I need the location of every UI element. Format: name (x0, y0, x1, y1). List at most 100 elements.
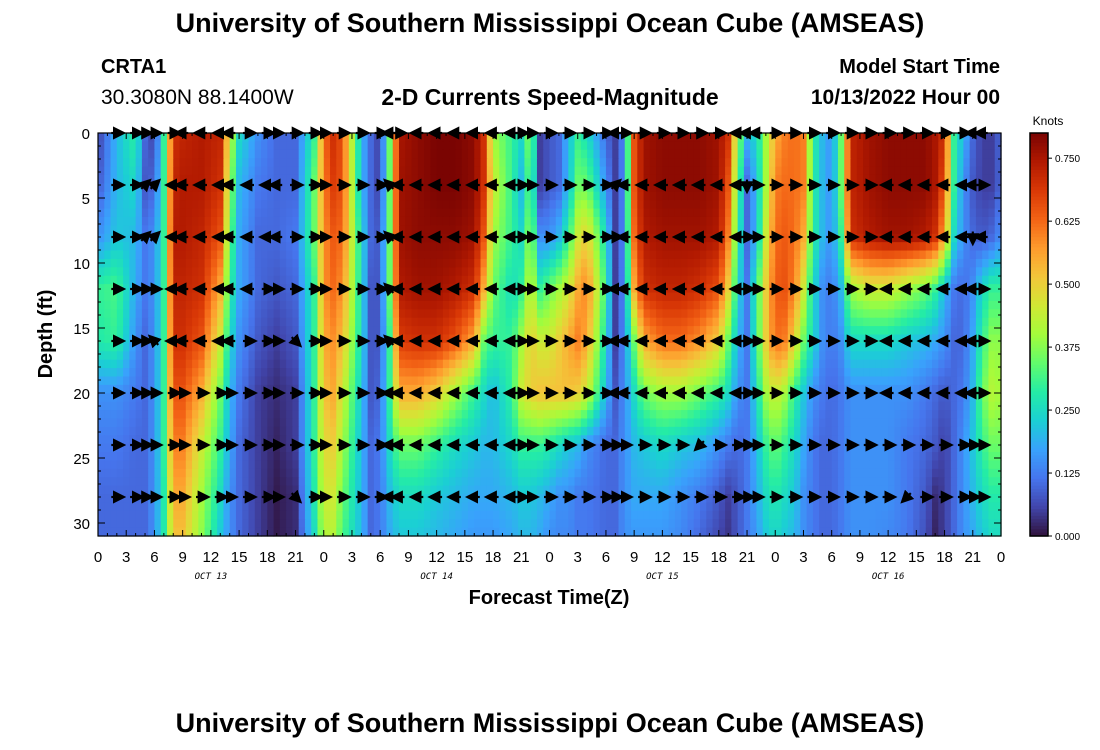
heatmap-cell (261, 418, 268, 428)
heatmap-cell (367, 258, 375, 268)
heatmap-cell (135, 317, 143, 327)
heatmap-cell (900, 393, 908, 403)
heatmap-cell (217, 359, 225, 369)
heatmap-cell (424, 284, 431, 294)
heatmap-cell (637, 200, 645, 210)
heatmap-cell (574, 174, 582, 184)
heatmap-cell (762, 267, 770, 277)
heatmap-cell (988, 166, 996, 176)
heatmap-cell (975, 334, 983, 344)
heatmap-cell (731, 166, 739, 176)
heatmap-cell (718, 401, 726, 411)
heatmap-cell (392, 351, 400, 361)
heatmap-cell (185, 410, 193, 420)
heatmap-cell (806, 250, 814, 260)
heatmap-cell (950, 300, 958, 310)
heatmap-cell (656, 258, 663, 268)
heatmap-cell (825, 334, 833, 344)
heatmap-cell (988, 174, 996, 184)
heatmap-cell (223, 191, 231, 201)
heatmap-cell (198, 216, 206, 226)
heatmap-cell (969, 342, 977, 352)
heatmap-cell (399, 141, 406, 151)
heatmap-cell (969, 149, 977, 159)
heatmap-cell (367, 233, 375, 243)
heatmap-cell (436, 149, 444, 159)
heatmap-cell (185, 275, 193, 285)
heatmap-cell (919, 317, 927, 327)
heatmap-cell (367, 149, 375, 159)
heatmap-cell (436, 200, 444, 210)
heatmap-cell (618, 418, 626, 428)
heatmap-cell (700, 368, 707, 378)
heatmap-cell (549, 317, 557, 327)
heatmap-cell (461, 174, 469, 184)
heatmap-cell (449, 309, 457, 319)
heatmap-cell (474, 309, 482, 319)
heatmap-cell (129, 376, 137, 386)
heatmap-cell (235, 250, 243, 260)
heatmap-cell (618, 317, 626, 327)
heatmap-cell (637, 410, 645, 420)
heatmap-cell (637, 191, 645, 201)
heatmap-cell (304, 326, 312, 336)
heatmap-cell (179, 351, 187, 361)
heatmap-cell (819, 376, 827, 386)
heatmap-cell (787, 275, 795, 285)
heatmap-cell (844, 141, 852, 151)
heatmap-cell (123, 242, 130, 252)
heatmap-cell (98, 384, 105, 394)
heatmap-cell (593, 376, 601, 386)
heatmap-cell (442, 267, 450, 277)
heatmap-cell (612, 401, 620, 411)
heatmap-cell (304, 208, 312, 218)
heatmap-cell (480, 300, 488, 310)
heatmap-cell (668, 200, 676, 210)
heatmap-cell (963, 410, 971, 420)
heatmap-cell (894, 309, 902, 319)
heatmap-cell (304, 233, 312, 243)
heatmap-cell (486, 267, 494, 277)
heatmap-cell (511, 342, 519, 352)
heatmap-cell (800, 191, 808, 201)
heatmap-cell (969, 401, 977, 411)
heatmap-cell (906, 342, 914, 352)
heatmap-cell (123, 200, 130, 210)
heatmap-cell (411, 191, 419, 201)
heatmap-cell (649, 326, 657, 336)
heatmap-cell (737, 326, 745, 336)
heatmap-cell (888, 410, 895, 420)
heatmap-cell (486, 334, 494, 344)
heatmap-cell (756, 149, 764, 159)
heatmap-cell (549, 275, 557, 285)
heatmap-cell (574, 267, 582, 277)
heatmap-cell (712, 292, 720, 302)
heatmap-cell (875, 393, 883, 403)
heatmap-cell (919, 300, 927, 310)
heatmap-cell (455, 376, 463, 386)
heatmap-cell (612, 174, 620, 184)
heatmap-cell (850, 351, 858, 361)
heatmap-cell (913, 191, 921, 201)
heatmap-cell (461, 258, 469, 268)
heatmap-cell (160, 300, 168, 310)
heatmap-cell (116, 174, 124, 184)
heatmap-cell (837, 158, 845, 168)
heatmap-cell (668, 166, 676, 176)
heatmap-cell (674, 267, 682, 277)
heatmap-cell (141, 393, 149, 403)
heatmap-cell (768, 141, 776, 151)
heatmap-cell (881, 326, 889, 336)
heatmap-cell (555, 233, 563, 243)
heatmap-cell (925, 225, 933, 235)
heatmap-cell (875, 208, 883, 218)
heatmap-cell (794, 368, 801, 378)
heatmap-cell (160, 183, 168, 193)
heatmap-cell (869, 149, 877, 159)
heatmap-cell (806, 334, 814, 344)
heatmap-cell (311, 359, 319, 369)
heatmap-cell (480, 334, 488, 344)
heatmap-cell (919, 359, 927, 369)
heatmap-cell (192, 292, 199, 302)
heatmap-cell (166, 233, 174, 243)
